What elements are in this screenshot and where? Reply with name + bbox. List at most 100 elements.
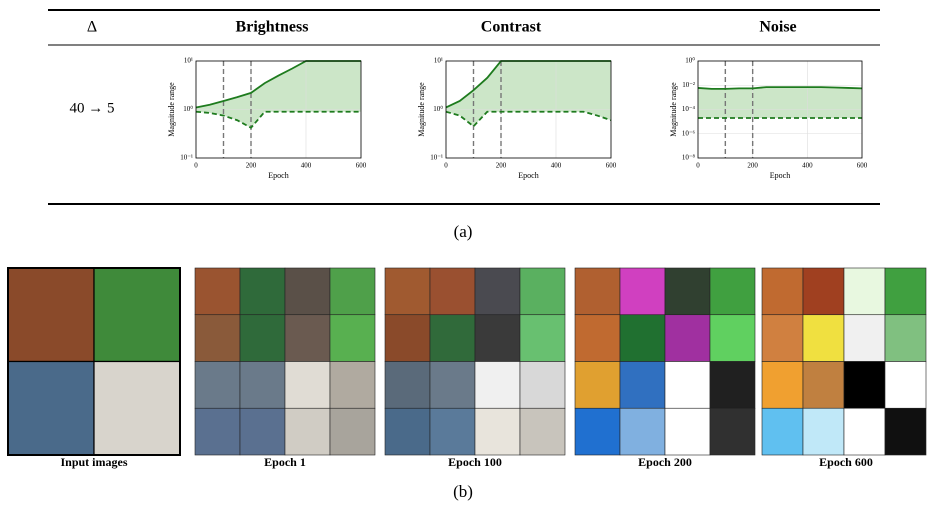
grid-image [762, 408, 803, 455]
row-label: 40 → 5 [70, 100, 115, 116]
grid-image [475, 268, 520, 315]
y-tick-label: 10⁻⁶ [682, 129, 696, 137]
grid-image [385, 362, 430, 409]
grid-image [620, 268, 665, 315]
grid-image [330, 268, 375, 315]
grid-image [575, 315, 620, 362]
grid-image [885, 268, 926, 315]
grid-image [285, 268, 330, 315]
grid-image [195, 268, 240, 315]
grid-image [762, 362, 803, 409]
figure: Δ Brightness Contrast Noise 40 → 5 (a) (… [0, 0, 927, 506]
grid-image [330, 408, 375, 455]
grid-image [240, 408, 285, 455]
grid-image [665, 408, 710, 455]
grid-image [844, 315, 885, 362]
grid-image [475, 362, 520, 409]
y-tick-label: 10⁻⁸ [682, 154, 696, 162]
y-tick-label: 10⁻⁴ [682, 105, 696, 113]
grid-image [665, 268, 710, 315]
grid-image [195, 315, 240, 362]
grid-image [430, 315, 475, 362]
grid-image [240, 362, 285, 409]
grid-image [520, 268, 565, 315]
grid-image [575, 408, 620, 455]
grid-image [575, 268, 620, 315]
grid-image [710, 408, 755, 455]
panel-label: Epoch 1 [264, 455, 306, 469]
panel-label: Epoch 200 [638, 455, 692, 469]
x-axis-label: Epoch [268, 171, 288, 180]
x-tick-label: 200 [747, 162, 758, 170]
y-tick-label: 10⁻¹ [430, 154, 443, 162]
grid-image [844, 268, 885, 315]
header-cell: Brightness [236, 19, 309, 36]
y-tick-label: 10⁻² [682, 81, 695, 89]
grid-image [385, 315, 430, 362]
grid-image [762, 268, 803, 315]
grid-image [385, 408, 430, 455]
grid-image [285, 362, 330, 409]
grid-image [385, 268, 430, 315]
grid-image [575, 362, 620, 409]
y-tick-label: 10⁻¹ [180, 154, 193, 162]
y-axis-label: Magnitude range [167, 82, 176, 137]
grid-image [710, 362, 755, 409]
grid-image [330, 315, 375, 362]
grid-image [885, 362, 926, 409]
x-tick-label: 0 [444, 162, 448, 170]
x-tick-label: 0 [194, 162, 198, 170]
range-fill [196, 61, 361, 128]
grid-image [665, 362, 710, 409]
grid-image [520, 408, 565, 455]
grid-image [803, 315, 844, 362]
grid-image [885, 315, 926, 362]
grid-image [710, 315, 755, 362]
grid-image [620, 362, 665, 409]
grid-image [665, 315, 710, 362]
x-tick-label: 200 [246, 162, 257, 170]
header-cell: Contrast [481, 19, 542, 36]
header-cell: Δ [87, 19, 97, 36]
input-image [94, 268, 180, 362]
image-panels [8, 268, 926, 455]
x-axis-label: Epoch [518, 171, 538, 180]
grid-image [430, 362, 475, 409]
panel-label: Epoch 100 [448, 455, 502, 469]
grid-image [430, 408, 475, 455]
grid-image [285, 315, 330, 362]
x-tick-label: 600 [606, 162, 617, 170]
x-tick-label: 200 [496, 162, 507, 170]
grid-image [475, 408, 520, 455]
x-tick-label: 0 [696, 162, 700, 170]
grid-image [620, 315, 665, 362]
grid-image [285, 408, 330, 455]
y-axis-label: Magnitude range [417, 82, 426, 137]
grid-image [803, 362, 844, 409]
grid-image [803, 268, 844, 315]
panel-label: Epoch 600 [819, 455, 873, 469]
grid-image [430, 268, 475, 315]
grid-image [240, 315, 285, 362]
y-tick-label: 10⁰ [685, 57, 695, 65]
y-tick-label: 10¹ [184, 57, 193, 65]
x-tick-label: 400 [301, 162, 312, 170]
grid-image [710, 268, 755, 315]
input-image [8, 362, 94, 456]
grid-image [475, 315, 520, 362]
grid-image [240, 268, 285, 315]
y-axis-label: Magnitude range [669, 82, 678, 137]
range-fill [446, 61, 611, 126]
grid-image [844, 362, 885, 409]
grid-image [803, 408, 844, 455]
y-tick-label: 10¹ [434, 57, 443, 65]
x-tick-label: 400 [551, 162, 562, 170]
grid-image [620, 408, 665, 455]
y-tick-label: 10⁰ [183, 105, 193, 113]
series-line [196, 112, 361, 128]
panel-label: Input images [60, 455, 127, 469]
grid-image [762, 315, 803, 362]
grid-image [195, 408, 240, 455]
grid-image [520, 362, 565, 409]
caption: (a) [454, 222, 473, 241]
